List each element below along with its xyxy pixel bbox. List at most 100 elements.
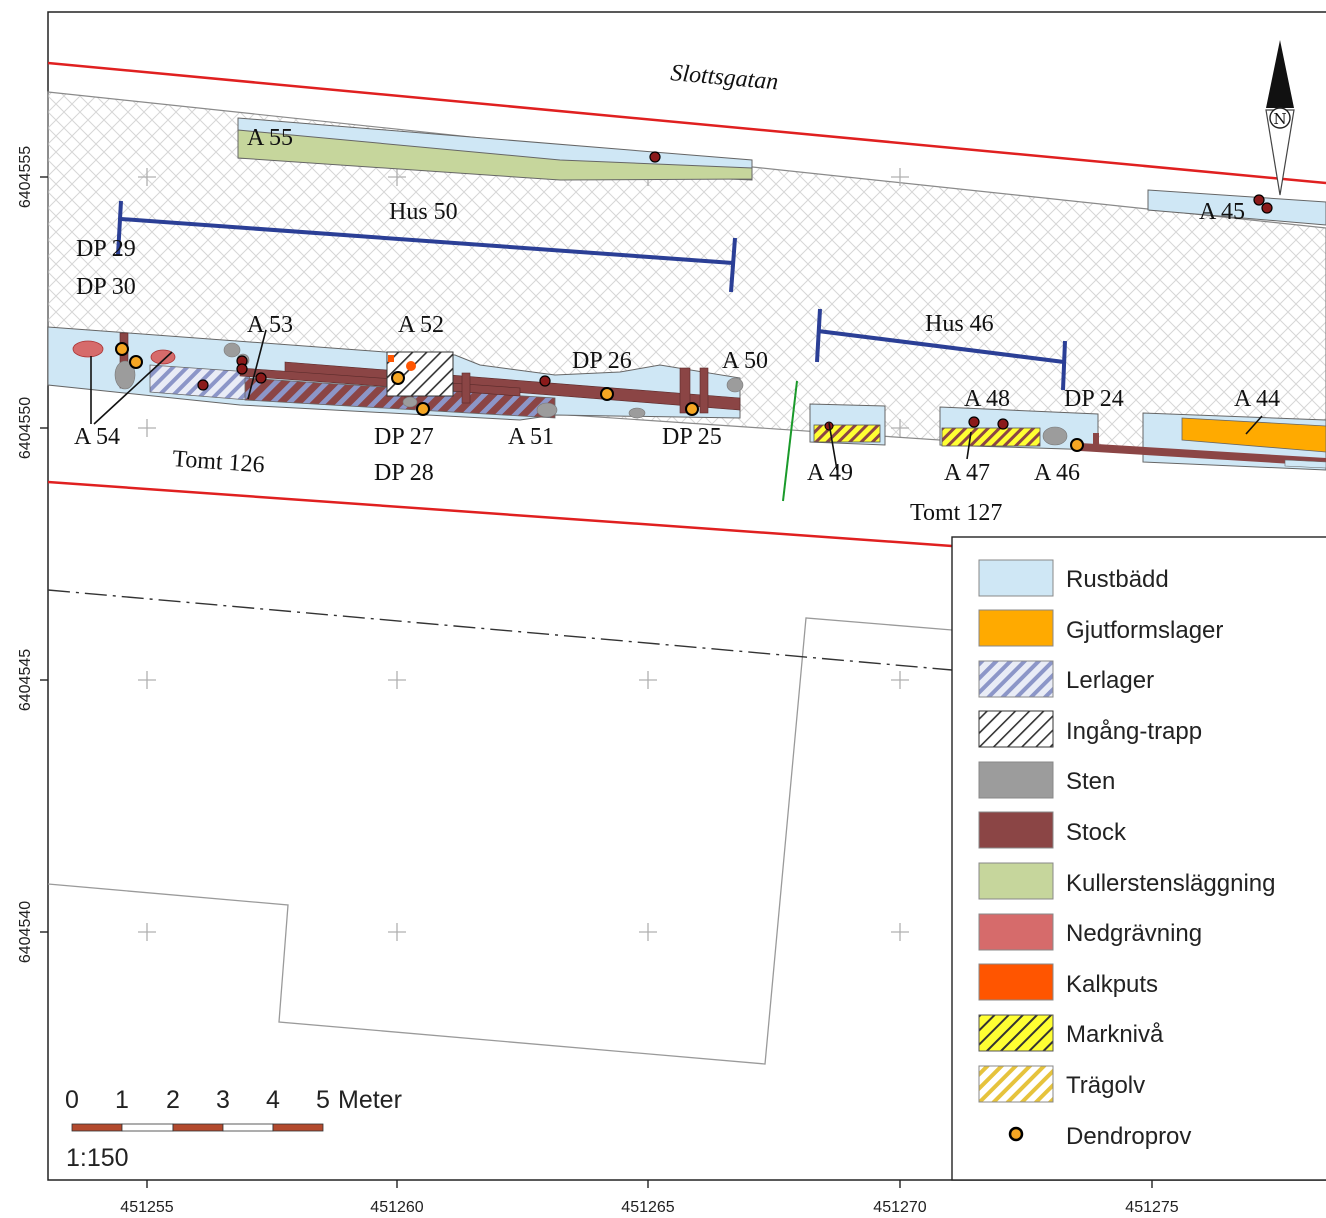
sample-label-dp27: DP 27 xyxy=(374,424,434,450)
scale-tick-label: 3 xyxy=(216,1086,230,1114)
north-arrow-icon: N xyxy=(1265,40,1295,196)
y-tick-label: 6404550 xyxy=(17,397,34,459)
sample-point xyxy=(997,418,1009,430)
scale-unit: Meter xyxy=(338,1086,402,1114)
legend-swatch-gjutformslager xyxy=(978,609,1054,647)
x-tick-label: 451275 xyxy=(1125,1199,1178,1216)
feature-stock-timber xyxy=(1093,433,1099,451)
plot-label-tomt126: Tomt 126 xyxy=(172,446,266,478)
feature-kalkputs xyxy=(388,355,394,362)
feature-a45-rustbadd xyxy=(1147,189,1326,226)
feature-kalkputs xyxy=(406,361,416,371)
feature-a44-gjutformslager xyxy=(1181,417,1326,453)
feature-rustbadd-small xyxy=(1284,459,1326,469)
feature-stock-timber xyxy=(1080,443,1326,466)
x-tick-label: 451255 xyxy=(120,1199,173,1216)
feature-label-a46: A 46 xyxy=(1034,460,1080,486)
feature-a55-kullersten xyxy=(237,129,753,181)
y-tick-label: 6404540 xyxy=(17,901,34,963)
scale-tick-label: 5 xyxy=(316,1086,330,1114)
legend-label: Rustbädd xyxy=(1066,566,1169,593)
sample-point xyxy=(1253,194,1265,206)
feature-label-a47: A 47 xyxy=(944,460,990,486)
scale-tick-label: 0 xyxy=(65,1086,79,1114)
legend-swatch-stock xyxy=(978,811,1054,849)
legend-label: Trägolv xyxy=(1066,1072,1145,1099)
scale-tick-label: 1 xyxy=(115,1086,129,1114)
legend-label: Ingång-trapp xyxy=(1066,718,1202,745)
legend-label: Kullerstensläggning xyxy=(1066,870,1275,897)
legend-swatch-ingang-trapp xyxy=(978,710,1054,748)
x-tick-label: 451265 xyxy=(621,1199,674,1216)
feature-nedgravning xyxy=(72,340,104,358)
plot-label-tomt127: Tomt 127 xyxy=(910,500,1002,526)
legend: Rustbädd Gjutformslager Lerlager Ingång-… xyxy=(951,536,1326,1181)
y-tick-label: 6404555 xyxy=(17,146,34,208)
street-boundary-north xyxy=(47,61,1326,185)
feature-sten xyxy=(114,342,744,419)
section-line xyxy=(782,380,798,502)
feature-label-a53: A 53 xyxy=(247,312,293,338)
legend-swatch-rustbadd xyxy=(978,559,1054,597)
dendro-sample-points xyxy=(115,342,1084,452)
sample-label-dp29: DP 29 xyxy=(76,236,136,262)
feature-label-a44: A 44 xyxy=(1234,386,1280,412)
feature-label-a55: A 55 xyxy=(247,125,293,151)
house-label-hus46: Hus 46 xyxy=(925,311,994,337)
sample-label-dp24: DP 24 xyxy=(1064,386,1124,412)
legend-swatch-kullerstenslaggning xyxy=(978,862,1054,900)
feature-a47-markniva xyxy=(941,427,1041,447)
scale-bar: 0 1 2 3 4 5 Meter 1:150 xyxy=(65,1086,402,1172)
house-50-extent xyxy=(116,200,737,293)
feature-sten xyxy=(1042,426,1068,446)
property-outline xyxy=(47,617,953,1065)
feature-nedgravning xyxy=(150,349,176,365)
legend-swatch-lerlager xyxy=(978,660,1054,698)
legend-swatch-kalkputs xyxy=(978,963,1054,1001)
feature-label-a45: A 45 xyxy=(1199,199,1245,225)
grid-crosses xyxy=(138,168,1161,941)
dash-dot-boundary xyxy=(47,589,953,671)
legend-swatch-markniva xyxy=(978,1014,1054,1052)
y-tick-label: 6404545 xyxy=(17,649,34,711)
x-tick-label: 451260 xyxy=(370,1199,423,1216)
legend-swatch-sten xyxy=(978,761,1054,799)
sample-label-dp30: DP 30 xyxy=(76,274,136,300)
feature-label-a50: A 50 xyxy=(722,348,768,374)
legend-swatch-nedgravning xyxy=(978,913,1054,951)
legend-label: Marknivå xyxy=(1066,1021,1164,1048)
scale-tick-label: 4 xyxy=(266,1086,280,1114)
legend-label: Gjutformslager xyxy=(1066,617,1223,644)
sample-label-dp26: DP 26 xyxy=(572,348,632,374)
feature-label-a54: A 54 xyxy=(74,424,120,450)
house-label-hus50: Hus 50 xyxy=(389,199,458,225)
north-label: N xyxy=(1273,110,1286,128)
feature-a49-markniva xyxy=(813,424,881,443)
feature-label-a48: A 48 xyxy=(964,386,1010,412)
leader-lines xyxy=(90,329,1263,471)
axis-ticks xyxy=(40,176,1153,1188)
sample-point xyxy=(968,416,980,428)
sample-point xyxy=(1261,202,1273,214)
legend-label: Kalkputs xyxy=(1066,971,1158,998)
legend-label: Nedgrävning xyxy=(1066,920,1202,947)
feature-label-a52: A 52 xyxy=(398,312,444,338)
sample-label-dp25: DP 25 xyxy=(662,424,722,450)
scale-tick-label: 2 xyxy=(166,1086,180,1114)
scale-ratio: 1:150 xyxy=(66,1144,129,1172)
house-46-extent xyxy=(815,308,1067,391)
feature-label-a51: A 51 xyxy=(508,424,554,450)
feature-label-a49: A 49 xyxy=(807,460,853,486)
legend-swatch-dendroprov xyxy=(1008,1126,1024,1142)
street-boundary-south xyxy=(47,480,953,548)
legend-label: Dendroprov xyxy=(1066,1123,1191,1150)
sample-points-tomt126 xyxy=(197,355,551,391)
sample-point xyxy=(649,151,661,163)
sample-label-dp28: DP 28 xyxy=(374,460,434,486)
legend-swatch-tragolv xyxy=(978,1065,1054,1103)
x-tick-label: 451270 xyxy=(873,1199,926,1216)
legend-label: Lerlager xyxy=(1066,667,1154,694)
legend-label: Stock xyxy=(1066,819,1127,846)
legend-label: Sten xyxy=(1066,768,1115,795)
